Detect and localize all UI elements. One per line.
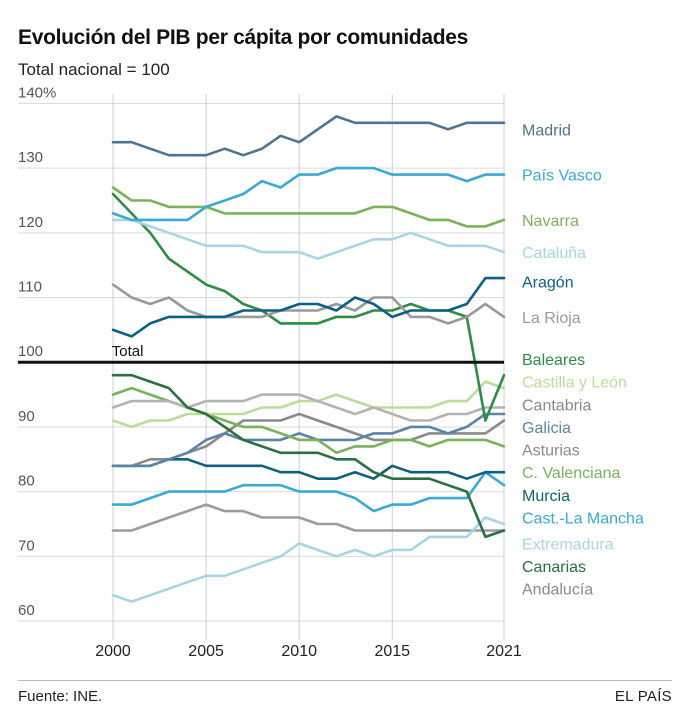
series-line-baleares [111, 192, 506, 422]
series-line-extremadura [111, 516, 506, 603]
y-tick-label: 120 [18, 214, 43, 231]
series-line-la-rioja [111, 283, 506, 325]
series-label-madrid: Madrid [522, 122, 571, 139]
series-line-castilla-y-leon [111, 380, 506, 429]
series-line-aragon [111, 276, 506, 338]
series-label-castilla-y-leon: Castilla y León [522, 375, 627, 392]
footer-divider [18, 680, 672, 681]
x-tick-label: 2015 [374, 643, 410, 660]
reference-line-layer: Total [18, 343, 504, 364]
series-label-cast-la-mancha: Cast.-La Mancha [522, 511, 644, 528]
x-tick-label: 2010 [281, 643, 317, 660]
series-line-canarias [111, 373, 506, 539]
series-label-cataluna: Cataluña [522, 245, 586, 262]
y-tick-label: 60 [18, 602, 35, 619]
series-label-asturias: Asturias [522, 443, 580, 460]
series-label-canarias: Canarias [522, 559, 586, 576]
series-label-cantabria: Cantabria [522, 397, 591, 414]
x-tick-label: 2021 [486, 643, 522, 660]
series-label-la-rioja: La Rioja [522, 310, 581, 327]
y-tick-label: 140% [18, 84, 56, 101]
total-annotation: Total [112, 343, 144, 360]
series-line-galicia [111, 412, 506, 468]
series-line-navarra [111, 186, 506, 228]
grid-layer: 60 70 80 90 100 110 120 130 140% [18, 84, 504, 622]
series-label-baleares: Baleares [522, 352, 585, 369]
y-tick-label: 110 [18, 279, 42, 296]
source-note: Fuente: INE. [18, 688, 103, 705]
y-tick-label: 90 [18, 408, 35, 425]
y-tick-label: 80 [18, 473, 35, 490]
series-label-c-valenciana: C. Valenciana [522, 465, 621, 482]
series-line-cantabria [111, 393, 506, 422]
series-label-andalucia: Andalucía [522, 582, 593, 599]
y-tick-label: 130 [18, 149, 43, 166]
series-line-madrid [111, 115, 506, 157]
series-line-murcia [111, 457, 506, 481]
series-label-extremadura: Extremadura [522, 536, 614, 553]
series-labels: Madrid País Vasco Navarra Cataluña Aragón La … [522, 122, 644, 598]
x-tick-label: 2000 [95, 643, 131, 660]
series-label-murcia: Murcia [522, 488, 570, 505]
series-label-navarra: Navarra [522, 213, 579, 230]
series-layer [111, 115, 506, 603]
chart-subtitle: Total nacional = 100 [18, 60, 170, 79]
y-tick-label: 70 [18, 537, 35, 554]
series-line-cataluna [111, 218, 506, 261]
chart-title: Evolución del PIB per cápita por comunid… [18, 26, 469, 49]
series-label-galicia: Galicia [522, 420, 571, 437]
x-axis: 2000 2005 2010 2015 2021 [95, 94, 522, 660]
publisher-logo: EL PAÍS [614, 688, 672, 705]
series-label-aragon: Aragón [522, 274, 574, 291]
x-tick-label: 2005 [188, 643, 224, 660]
line-chart: 60 70 80 90 100 110 120 130 140% 2000 2005 2010 201… [18, 84, 644, 660]
series-label-pais-vasco: País Vasco [522, 168, 602, 185]
series-line-castilla-la-mancha [111, 470, 506, 513]
y-tick-label: 100 [18, 343, 43, 360]
series-line-andalucia [111, 503, 506, 532]
series-line-pais-vasco [111, 166, 506, 222]
